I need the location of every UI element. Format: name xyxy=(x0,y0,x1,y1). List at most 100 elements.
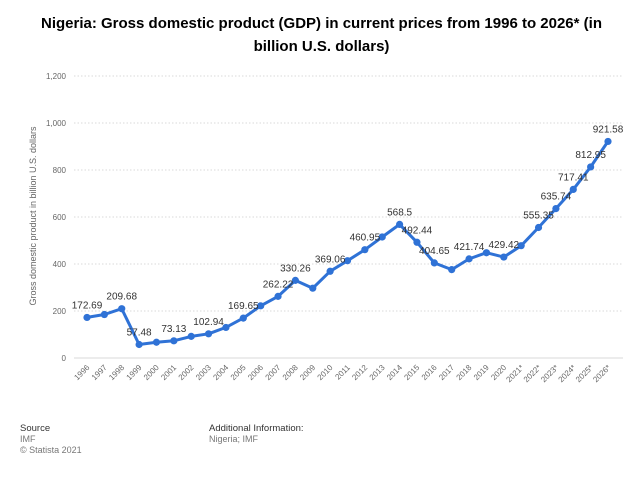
data-label: 635.74 xyxy=(541,192,572,203)
x-tick-label: 2021* xyxy=(504,363,525,384)
data-point[interactable] xyxy=(396,220,404,229)
data-point[interactable] xyxy=(361,246,369,254)
data-point[interactable] xyxy=(343,257,352,265)
data-point[interactable] xyxy=(448,266,456,274)
data-point[interactable] xyxy=(378,233,386,241)
data-point[interactable] xyxy=(587,163,595,171)
data-label: 102.94 xyxy=(193,317,224,328)
x-tick-label: 1997 xyxy=(90,363,109,382)
data-point[interactable] xyxy=(569,185,577,194)
data-point[interactable] xyxy=(152,338,161,346)
data-point[interactable] xyxy=(413,238,421,246)
x-tick-label: 2016 xyxy=(420,363,439,382)
x-tick-label: 1998 xyxy=(107,363,126,382)
x-tick-label: 2012 xyxy=(350,363,369,382)
data-point[interactable] xyxy=(552,205,560,213)
data-label: 330.26 xyxy=(280,263,311,274)
x-tick-label: 2001 xyxy=(159,363,178,382)
x-tick-label: 1999 xyxy=(125,363,144,382)
data-label: 429.42 xyxy=(489,240,520,251)
data-label: 73.13 xyxy=(161,324,186,335)
y-tick-label: 0 xyxy=(62,354,67,363)
x-tick-label: 2026* xyxy=(591,363,612,384)
data-label: 555.35 xyxy=(523,210,554,221)
data-point[interactable] xyxy=(291,276,299,284)
y-axis-title: Gross domestic product in billion U.S. d… xyxy=(28,126,38,306)
data-point[interactable] xyxy=(274,292,282,300)
data-point[interactable] xyxy=(326,267,334,275)
data-point[interactable] xyxy=(500,253,508,261)
data-label: 921.58 xyxy=(593,124,624,135)
y-tick-label: 200 xyxy=(53,307,67,316)
series-line xyxy=(86,140,610,346)
data-label: 262.22 xyxy=(263,279,294,290)
data-label: 169.65 xyxy=(228,301,259,312)
x-tick-label: 2011 xyxy=(333,363,352,382)
y-tick-label: 600 xyxy=(53,213,67,222)
copyright: © Statista 2021 xyxy=(20,445,82,455)
data-label: 421.74 xyxy=(454,242,485,253)
data-point[interactable] xyxy=(257,302,265,310)
data-label: 57.48 xyxy=(127,327,152,338)
data-point[interactable] xyxy=(118,305,126,313)
x-tick-label: 2024* xyxy=(557,363,578,384)
x-tick-label: 2013 xyxy=(368,363,387,382)
x-tick-label: 2018 xyxy=(455,363,474,382)
data-point[interactable] xyxy=(100,310,108,319)
data-point[interactable] xyxy=(135,340,143,349)
points-layer xyxy=(83,137,612,349)
x-tick-label: 2023* xyxy=(539,363,560,384)
x-ticks-layer: 1996199719981999200020012002200320042005… xyxy=(72,363,612,385)
data-point[interactable] xyxy=(222,323,230,332)
data-point[interactable] xyxy=(465,255,473,263)
additional-info-value: Nigeria; IMF xyxy=(209,434,259,444)
data-point[interactable] xyxy=(517,242,525,250)
x-tick-label: 2004 xyxy=(211,363,230,382)
series-layer xyxy=(86,140,610,346)
y-tick-label: 1,200 xyxy=(46,72,67,81)
x-tick-label: 2010 xyxy=(316,363,335,382)
data-point[interactable] xyxy=(170,337,178,345)
data-label: 568.5 xyxy=(387,207,412,218)
data-label: 404.65 xyxy=(419,246,450,257)
x-tick-label: 2009 xyxy=(298,363,317,382)
additional-info-label: Additional Information: xyxy=(209,423,304,434)
data-label: 460.95 xyxy=(350,233,381,244)
x-tick-label: 2000 xyxy=(142,363,161,382)
data-point[interactable] xyxy=(204,330,213,338)
y-tick-label: 800 xyxy=(53,166,67,175)
y-tick-label: 1,000 xyxy=(46,119,67,128)
line-chart: Gross domestic product in billion U.S. d… xyxy=(28,72,624,385)
data-label: 492.44 xyxy=(402,225,433,236)
x-tick-label: 2025* xyxy=(574,363,595,384)
source-label: Source xyxy=(20,423,51,434)
data-label: 812.95 xyxy=(575,150,606,161)
data-point[interactable] xyxy=(309,284,317,292)
data-point[interactable] xyxy=(482,249,491,257)
source-block: Source IMF © Statista 2021 xyxy=(20,423,82,456)
additional-info-block: Additional Information: Nigeria; IMF xyxy=(209,423,304,445)
data-point[interactable] xyxy=(83,313,91,322)
x-tick-label: 2022* xyxy=(522,363,543,384)
source-value[interactable]: IMF xyxy=(20,434,36,444)
data-label: 369.06 xyxy=(315,254,346,265)
data-label: 209.68 xyxy=(106,292,137,303)
x-tick-label: 2017 xyxy=(437,363,456,382)
y-tick-label: 400 xyxy=(53,260,67,269)
x-tick-label: 2002 xyxy=(177,363,196,382)
x-tick-label: 1996 xyxy=(72,363,91,382)
x-tick-label: 2015 xyxy=(402,363,421,382)
data-point[interactable] xyxy=(239,314,247,322)
x-tick-label: 2005 xyxy=(229,363,248,382)
data-point[interactable] xyxy=(534,223,543,232)
data-label: 717.41 xyxy=(558,172,589,183)
data-point[interactable] xyxy=(187,332,195,340)
x-tick-label: 2003 xyxy=(194,363,213,382)
x-tick-label: 2014 xyxy=(385,363,404,382)
x-tick-label: 2007 xyxy=(263,363,282,382)
x-tick-label: 2008 xyxy=(281,363,300,382)
data-label: 172.69 xyxy=(72,300,103,311)
data-point[interactable] xyxy=(604,137,612,146)
data-point[interactable] xyxy=(430,259,438,267)
